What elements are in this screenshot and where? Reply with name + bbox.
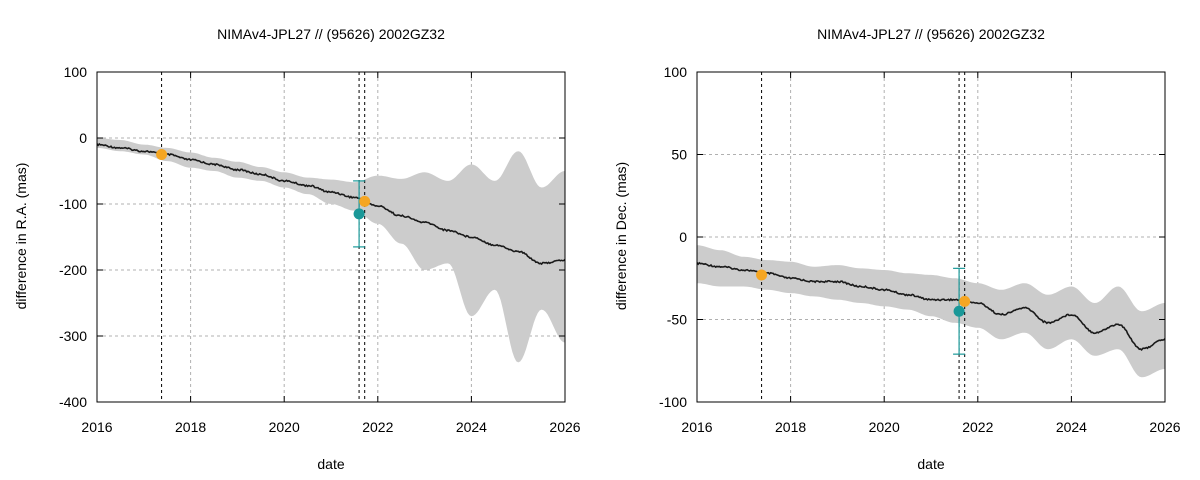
ra-series-line: [97, 142, 565, 266]
dec-x-tick-label: 2016: [681, 419, 712, 435]
ra-plot-frame: [96, 71, 566, 403]
ra-y-tick-label: -300: [59, 328, 87, 344]
ra-x-tick-label: 2018: [175, 419, 206, 435]
ra-data-point-teal: [353, 208, 365, 220]
dec-y-axis-label: difference in Dec. (mas): [613, 162, 629, 310]
ra-plot-area: -400 -300 -200 -100 0 100 2016 2018 2020 2022 2024…: [59, 64, 581, 435]
ra-y-tick-label: -200: [59, 262, 87, 278]
ra-x-tick-label: 2020: [269, 419, 300, 435]
ra-uncertainty-band: [97, 138, 565, 363]
ra-data-point-orange: [359, 195, 371, 207]
ra-x-axis-label: date: [317, 456, 344, 472]
dec-y-tick-label: -50: [667, 312, 687, 328]
dec-data-point-teal: [953, 305, 965, 317]
dec-chart-title: NIMAv4-JPL27 // (95626) 2002GZ32: [817, 26, 1045, 42]
ra-y-tick-label: -100: [59, 196, 87, 212]
dec-x-axis-label: date: [917, 456, 944, 472]
ra-chart-panel: NIMAv4-JPL27 // (95626) 2002GZ32 date di…: [13, 26, 581, 472]
dec-x-tick-label: 2024: [1056, 419, 1087, 435]
ra-x-tick-label: 2022: [362, 419, 393, 435]
dec-data-point-orange: [959, 295, 971, 307]
ra-y-tick-label: -400: [59, 394, 87, 410]
ra-x-tick-label: 2026: [549, 419, 580, 435]
dec-series-line: [697, 261, 1165, 352]
ra-y-axis-label: difference in R.A. (mas): [13, 163, 29, 310]
dec-x-tick-label: 2018: [775, 419, 806, 435]
dec-y-tick-label: -100: [659, 394, 687, 410]
ra-chart-title: NIMAv4-JPL27 // (95626) 2002GZ32: [217, 26, 445, 42]
dec-x-tick-label: 2020: [869, 419, 900, 435]
ra-x-tick-label: 2024: [456, 419, 487, 435]
dec-plot-area: -100 -50 0 50 100 2016 2018 2020 2022 2024 2026: [659, 64, 1181, 435]
dec-y-tick-label: 50: [671, 147, 687, 163]
dec-y-tick-label: 100: [664, 64, 688, 80]
ra-x-tick-label: 2016: [81, 419, 112, 435]
dec-data-point-orange: [756, 269, 768, 281]
ra-y-tick-label: 0: [79, 130, 87, 146]
dec-chart-panel: NIMAv4-JPL27 // (95626) 2002GZ32 date di…: [613, 26, 1181, 472]
dec-y-tick-label: 0: [679, 229, 687, 245]
ra-data-point-orange: [156, 149, 168, 160]
dec-uncertainty-band: [697, 245, 1165, 378]
ra-y-tick-label: 100: [64, 64, 88, 80]
dec-x-tick-label: 2026: [1149, 419, 1180, 435]
dec-x-tick-label: 2022: [962, 419, 993, 435]
